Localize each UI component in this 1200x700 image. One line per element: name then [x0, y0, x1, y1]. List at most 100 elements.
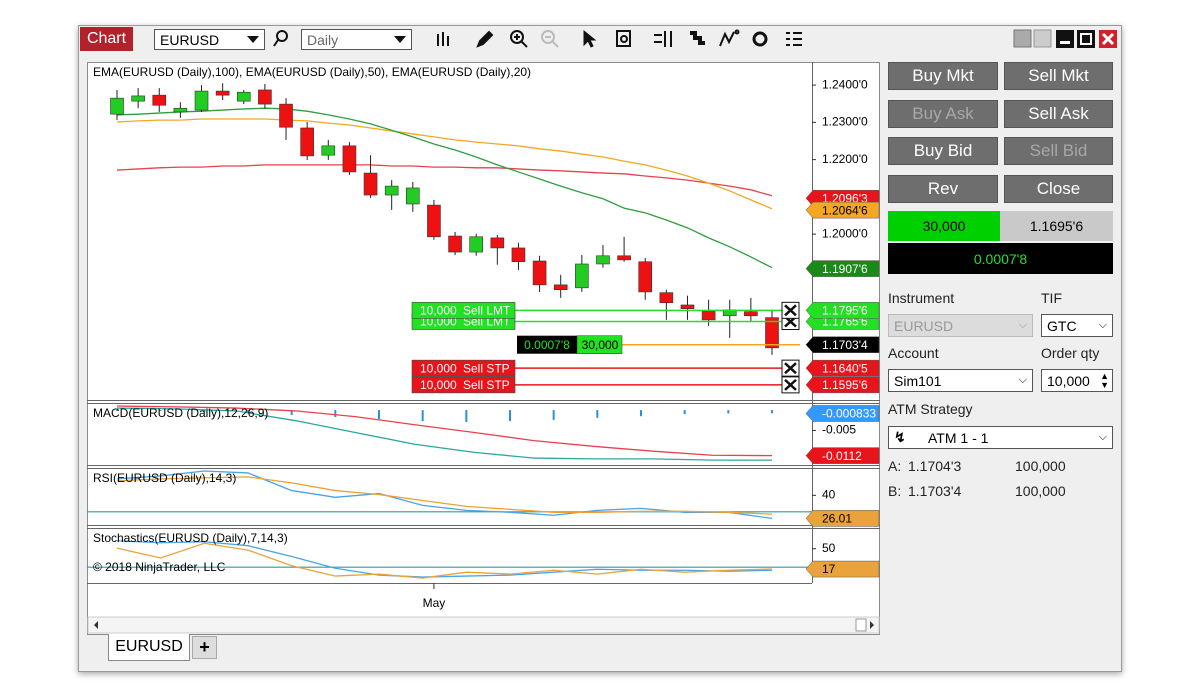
order-button[interactable]: Buy Bid	[888, 137, 998, 165]
candle-body	[596, 255, 610, 265]
y-tick-label: 50	[822, 541, 836, 555]
candle-body	[638, 261, 653, 293]
indicator-line	[116, 405, 773, 457]
add-tab-button[interactable]: +	[192, 636, 217, 659]
y-tick-label: 1.2200'0	[822, 152, 868, 166]
histogram-bar	[683, 410, 686, 415]
candle-body	[744, 311, 758, 317]
account-select[interactable]: Sim101 ⌵	[888, 369, 1033, 392]
position-quantity: 30,000	[582, 338, 619, 352]
price-marker-label: 1.1795'6	[822, 304, 868, 318]
candle-body	[236, 91, 251, 102]
candle-body	[765, 317, 779, 349]
ema-line	[116, 107, 773, 269]
candle-body	[131, 95, 145, 102]
quantity-value: 10,000	[1047, 372, 1090, 389]
plot: 1.2400'01.2300'01.2200'01.2000'0May1.209…	[87, 65, 880, 610]
account-value: Sim101	[894, 372, 942, 389]
indicator-line	[116, 407, 772, 461]
account-label: Account	[888, 345, 939, 361]
interval-select[interactable]: Daily	[301, 29, 412, 50]
position-pnl: 0.0007'8	[524, 338, 570, 352]
order-button: Buy Ask	[888, 99, 998, 128]
histogram-bar	[159, 410, 162, 411]
ema-line	[116, 118, 773, 210]
ema-line	[116, 164, 773, 197]
atm-select[interactable]: ↯ ATM 1 - 1 ⌵	[888, 426, 1113, 449]
candle-body	[110, 97, 124, 115]
candle-body	[575, 263, 589, 289]
order-button[interactable]: Rev	[888, 174, 998, 203]
spinner[interactable]: ▲ ▼	[1100, 370, 1109, 390]
instrument-value: EURUSD	[894, 317, 954, 334]
order-button[interactable]: Sell Ask	[1004, 99, 1113, 128]
order-quantity: 10,000	[420, 361, 457, 375]
y-tick-label: 1.2400'0	[822, 77, 868, 91]
candle-body	[511, 247, 526, 263]
order-side: Sell STP	[463, 378, 510, 392]
price-marker	[805, 336, 880, 353]
order-button[interactable]: Sell Mkt	[1004, 62, 1113, 90]
price-marker-label: 1.1595'6	[822, 378, 868, 392]
price-marker	[805, 302, 880, 319]
price-marker-label: 1.1640'5	[822, 361, 868, 375]
tif-value: GTC	[1047, 317, 1077, 334]
order-cancel-x	[784, 362, 797, 375]
price-marker	[805, 376, 880, 394]
panel-title: Stochastics(EURUSD (Daily),7,14,3)	[93, 531, 288, 545]
tab-label: EURUSD	[115, 638, 183, 655]
order-quantity: 10,000	[420, 304, 457, 318]
candle-body	[427, 204, 441, 238]
chart-tab[interactable]: EURUSD	[108, 634, 190, 661]
window-buttons[interactable]	[1013, 29, 1117, 48]
toolbar-icons[interactable]	[0, 0, 802, 48]
quantity-input[interactable]: 10,000 ▲ ▼	[1041, 369, 1113, 392]
interval-text: Daily	[307, 31, 339, 48]
order-side: Sell LMT	[463, 304, 511, 318]
candle-body	[532, 260, 547, 286]
candle-body	[680, 304, 695, 309]
dropdown-arrow: ⌵	[1098, 319, 1107, 331]
atm-icon: ↯	[894, 429, 906, 445]
y-tick-label: 1.2000'0	[822, 226, 868, 240]
instrument-select: EURUSD ⌵	[888, 314, 1033, 337]
panel-title: EMA(EURUSD (Daily),100), EMA(EURUSD (Dai…	[93, 65, 531, 79]
candle-body	[406, 187, 420, 205]
indicator-line	[116, 542, 773, 579]
order-button: Sell Bid	[1004, 137, 1113, 165]
dropdown-arrow: ⌵	[1018, 374, 1027, 386]
order-label-box	[411, 359, 516, 377]
order-button[interactable]: Close	[1004, 174, 1113, 203]
candle-body	[279, 103, 293, 128]
dropdown-arrow: ⌵	[1018, 319, 1027, 331]
price-marker	[805, 560, 880, 578]
order-quantity: 10,000	[420, 378, 457, 392]
order-side: Sell STP	[463, 361, 510, 375]
position-pnl: 0.0007'8	[888, 243, 1113, 274]
histogram-bar	[290, 410, 293, 415]
position-quantity: 30,000	[888, 211, 1000, 241]
select-arrows	[247, 36, 406, 43]
order-cancel-x	[784, 304, 797, 317]
candle-body	[448, 235, 462, 253]
bid-size: 100,000	[1015, 483, 1066, 499]
price-marker-label: 1.1703'4	[822, 338, 868, 352]
histogram-bar	[465, 410, 468, 422]
candle-body	[258, 89, 272, 105]
copyright: © 2018 NinjaTrader, LLC	[93, 560, 226, 574]
instrument-select[interactable]: EURUSD	[154, 29, 265, 50]
order-label-box	[411, 376, 516, 394]
candle-body	[342, 145, 357, 173]
ask-size: 100,000	[1015, 458, 1066, 474]
tif-select[interactable]: GTC ⌵	[1041, 314, 1113, 337]
scrollbar[interactable]	[87, 616, 880, 634]
price-marker-label: 1.1907'6	[822, 262, 868, 276]
price-marker	[805, 201, 880, 219]
panel-title: MACD(EURUSD (Daily),12,26,9)	[93, 406, 268, 420]
candle-body	[215, 90, 230, 96]
candle-body	[152, 94, 167, 106]
order-button[interactable]: Buy Mkt	[888, 62, 998, 90]
histogram-bar	[421, 410, 424, 422]
tif-label: TIF	[1041, 290, 1062, 306]
bid-price: 1.1703'4	[908, 483, 962, 499]
